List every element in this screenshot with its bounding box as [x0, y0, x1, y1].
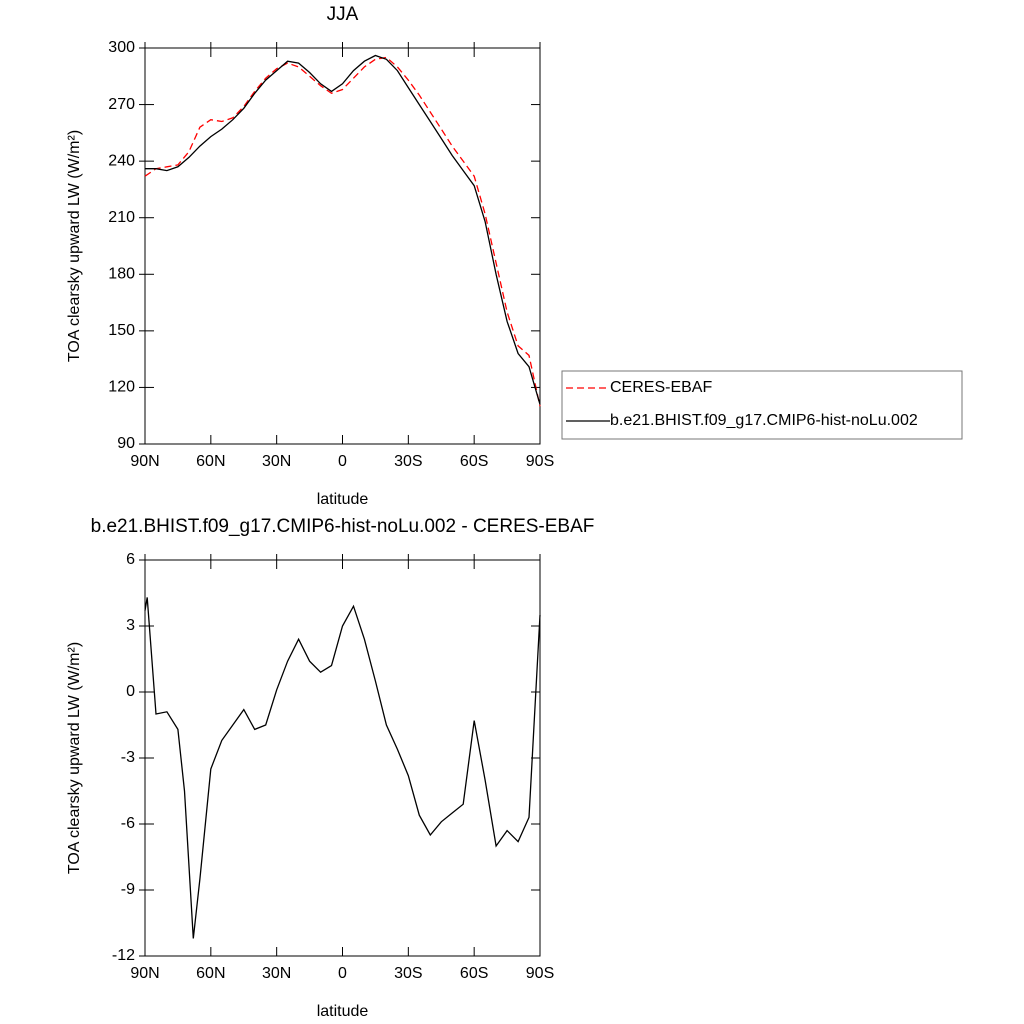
chart-title: JJA [327, 4, 359, 25]
x-tick-label: 0 [338, 453, 347, 470]
y-tick-label: -12 [112, 947, 135, 964]
x-tick-label: 90N [130, 965, 159, 982]
x-tick-label: 90S [526, 453, 554, 470]
y-tick-label: 120 [108, 379, 135, 396]
y-tick-label: 180 [108, 266, 135, 283]
x-axis-label: latitude [317, 1003, 369, 1020]
y-tick-label: -6 [121, 815, 135, 832]
x-tick-label: 60N [196, 453, 225, 470]
x-tick-label: 90S [526, 965, 554, 982]
x-tick-label: 60S [460, 965, 488, 982]
y-axis-label: TOA clearsky upward LW (W/m²) [66, 130, 83, 362]
y-axis-label: TOA clearsky upward LW (W/m²) [66, 642, 83, 874]
x-tick-label: 30S [394, 453, 422, 470]
data-line [144, 56, 541, 407]
y-tick-label: 3 [126, 617, 135, 634]
x-tick-label: 0 [338, 965, 347, 982]
y-tick-label: 210 [108, 209, 135, 226]
y-tick-label: 0 [126, 683, 135, 700]
data-line [144, 597, 541, 939]
x-tick-label: 30S [394, 965, 422, 982]
x-tick-label: 60N [196, 965, 225, 982]
y-tick-label: -9 [121, 881, 135, 898]
x-tick-label: 30N [262, 453, 291, 470]
x-tick-label: 30N [262, 965, 291, 982]
y-tick-label: 6 [126, 551, 135, 568]
legend-label: b.e21.BHIST.f09_g17.CMIP6-hist-noLu.002 [610, 412, 918, 429]
legend-box [561, 370, 963, 440]
y-tick-label: 300 [108, 39, 135, 56]
y-tick-label: 270 [108, 96, 135, 113]
y-tick-label: -3 [121, 749, 135, 766]
y-tick-label: 150 [108, 322, 135, 339]
x-tick-label: 90N [130, 453, 159, 470]
plot-frame [144, 47, 541, 445]
y-tick-label: 240 [108, 152, 135, 169]
data-line [145, 54, 541, 405]
legend-label: CERES-EBAF [610, 379, 712, 396]
x-axis-label: latitude [317, 491, 369, 508]
chart-title: b.e21.BHIST.f09_g17.CMIP6-hist-noLu.002 … [91, 516, 595, 537]
x-tick-label: 60S [460, 453, 488, 470]
y-tick-label: 90 [117, 435, 135, 452]
